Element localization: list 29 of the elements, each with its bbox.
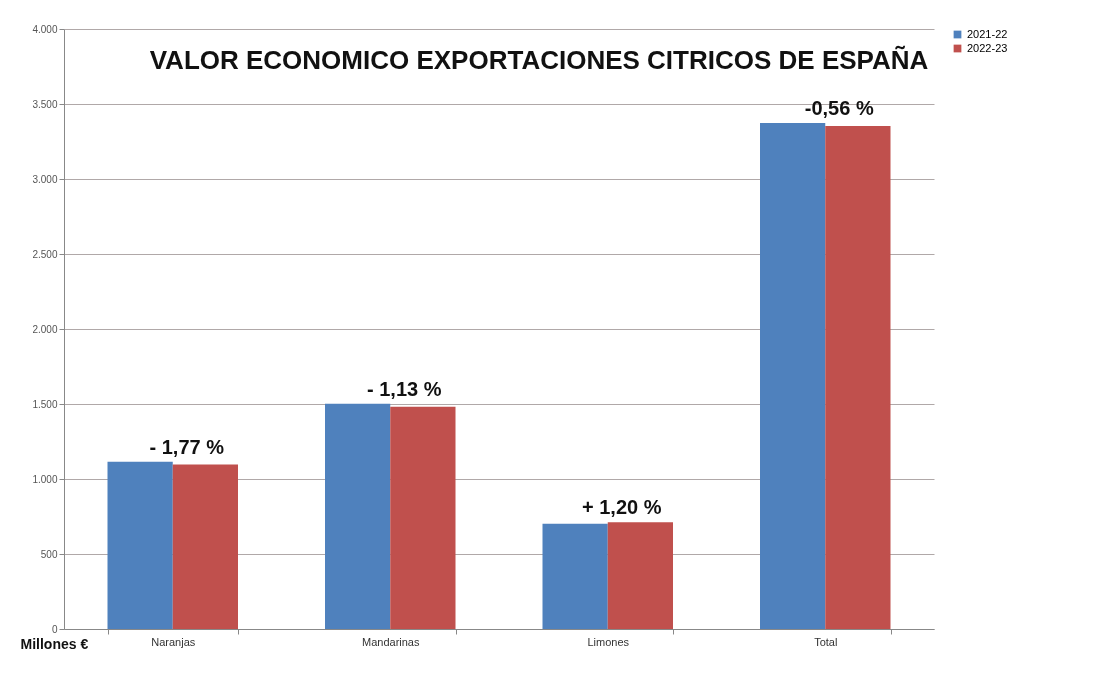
- y-axis-title: Millones €: [20, 635, 89, 652]
- bar: [607, 522, 673, 629]
- bar: [825, 125, 891, 629]
- y-tick-label: 2.500: [32, 248, 58, 260]
- x-tick-label: Limones: [587, 635, 630, 648]
- bar: [390, 406, 456, 629]
- y-tick-label: 500: [40, 548, 58, 560]
- bar: [760, 122, 826, 629]
- y-tick-label: 0: [51, 623, 58, 635]
- y-tick-label: 1.000: [32, 473, 58, 485]
- x-tick-label: Naranjas: [151, 635, 196, 648]
- annotation: + 1,20 %: [581, 496, 662, 519]
- text: VALOR ECONOMICO EXPORTACIONES CITRICOS DE ESPAÑA: [149, 45, 929, 75]
- legend-label: 2021-22: [967, 27, 1008, 40]
- annotation: - 1,77 %: [149, 435, 225, 458]
- bar: [107, 461, 173, 629]
- annotation: - 1,13 %: [367, 377, 442, 400]
- x-tick-label: Mandarinas: [362, 635, 420, 648]
- bar: [542, 523, 608, 629]
- bar: [172, 464, 238, 629]
- y-tick-label: 1.500: [32, 398, 58, 410]
- y-tick-label: 3.500: [32, 98, 58, 110]
- bar: [325, 403, 391, 629]
- legend-label: 2022-23: [967, 41, 1008, 54]
- x-tick-label: Total: [814, 635, 838, 648]
- annotation: -0,56 %: [804, 96, 874, 119]
- y-tick-label: 2.000: [32, 323, 58, 335]
- y-tick-label: 3.000: [32, 173, 58, 185]
- y-tick-label: 4.000: [32, 23, 58, 35]
